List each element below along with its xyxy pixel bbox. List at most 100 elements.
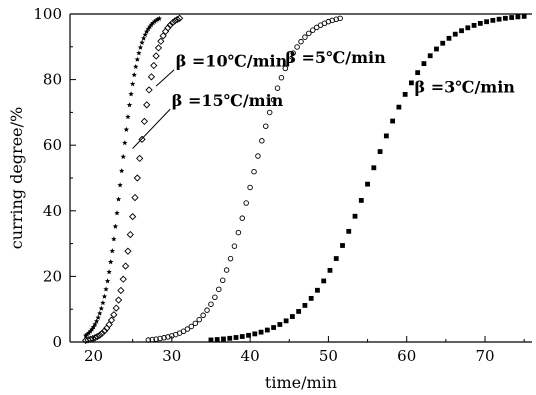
series-diamond: [82, 14, 184, 344]
data-point: [143, 101, 151, 109]
data-point: [302, 303, 308, 308]
y-tick-label: 60: [43, 136, 62, 154]
data-point: [117, 286, 125, 295]
data-point: [247, 184, 253, 191]
annotation-leader-line: [155, 69, 175, 87]
data-point: [153, 17, 159, 23]
data-point: [309, 27, 316, 33]
data-point: [91, 334, 99, 342]
data-point: [122, 140, 128, 146]
x-tick-label: 60: [397, 347, 416, 365]
data-point: [263, 123, 269, 129]
data-point: [83, 332, 89, 338]
data-point: [107, 316, 116, 324]
x-tick-label: 40: [241, 347, 260, 365]
data-point: [243, 200, 249, 206]
data-point: [313, 24, 320, 31]
data-point: [227, 255, 234, 262]
data-point: [521, 13, 527, 19]
data-point: [86, 330, 92, 336]
data-point: [100, 327, 109, 335]
data-point: [333, 256, 339, 261]
data-point: [278, 74, 285, 81]
data-point: [90, 324, 97, 330]
data-point: [165, 334, 171, 340]
data-point: [89, 334, 97, 343]
data-point: [112, 223, 119, 229]
data-point: [142, 31, 148, 37]
data-point: [321, 278, 327, 284]
data-point: [233, 335, 239, 340]
data-point: [346, 228, 352, 234]
data-point: [221, 336, 226, 342]
data-point: [452, 31, 458, 37]
data-point: [84, 331, 90, 337]
data-point: [216, 286, 222, 293]
data-point: [258, 329, 264, 335]
data-point: [192, 320, 199, 327]
data-point: [97, 310, 103, 316]
data-point: [140, 35, 147, 41]
data-point: [136, 154, 144, 163]
data-point: [95, 314, 101, 320]
data-point: [490, 17, 496, 23]
data-point: [159, 32, 167, 40]
data-point: [427, 53, 433, 59]
x-tick-label: 70: [475, 347, 494, 365]
data-point: [133, 63, 139, 70]
data-point: [239, 334, 245, 339]
data-point: [484, 19, 489, 25]
data-point: [150, 61, 158, 70]
data-point: [306, 30, 312, 37]
data-point: [290, 50, 296, 56]
data-point: [112, 304, 120, 312]
data-point: [114, 210, 120, 216]
data-point: [298, 38, 304, 45]
data-point: [377, 149, 383, 154]
data-point: [109, 248, 115, 254]
data-point: [212, 294, 218, 301]
data-point: [200, 312, 206, 319]
data-point: [515, 14, 521, 20]
data-point: [114, 296, 123, 304]
data-point: [327, 267, 333, 273]
y-axis-title: curring degree/%: [7, 107, 26, 249]
data-point: [126, 102, 133, 108]
data-point: [409, 80, 414, 86]
y-ticks: 0 20 40 60 80 100: [33, 5, 76, 351]
data-point: [124, 247, 132, 255]
x-tick-label: 50: [319, 347, 338, 365]
data-point: [434, 46, 439, 52]
data-point: [131, 72, 137, 78]
data-point: [352, 213, 358, 219]
data-point: [98, 329, 106, 337]
data-point: [459, 28, 464, 34]
y-tick-label: 80: [43, 71, 62, 89]
data-point: [496, 16, 502, 22]
data-point: [208, 301, 214, 307]
data-point: [246, 332, 251, 338]
data-point: [465, 25, 471, 31]
data-point: [271, 325, 276, 330]
data-point: [147, 73, 156, 81]
data-point: [129, 81, 136, 87]
data-point: [255, 153, 261, 159]
data-point: [239, 215, 246, 221]
data-point: [509, 15, 515, 20]
data-point: [365, 181, 370, 187]
data-point: [204, 307, 210, 313]
data-point: [161, 335, 167, 341]
data-point: [103, 286, 109, 292]
data-point: [133, 174, 141, 182]
x-axis-title: time/min: [265, 373, 337, 392]
data-point: [153, 336, 159, 342]
data-point: [440, 40, 446, 46]
data-point: [337, 15, 343, 22]
data-point: [106, 269, 112, 275]
series-label: β =3℃/min: [415, 78, 516, 97]
data-point: [155, 16, 161, 22]
data-point: [477, 20, 483, 26]
plot-area: [82, 13, 527, 344]
data-point: [157, 335, 163, 342]
series-square: [208, 13, 527, 343]
